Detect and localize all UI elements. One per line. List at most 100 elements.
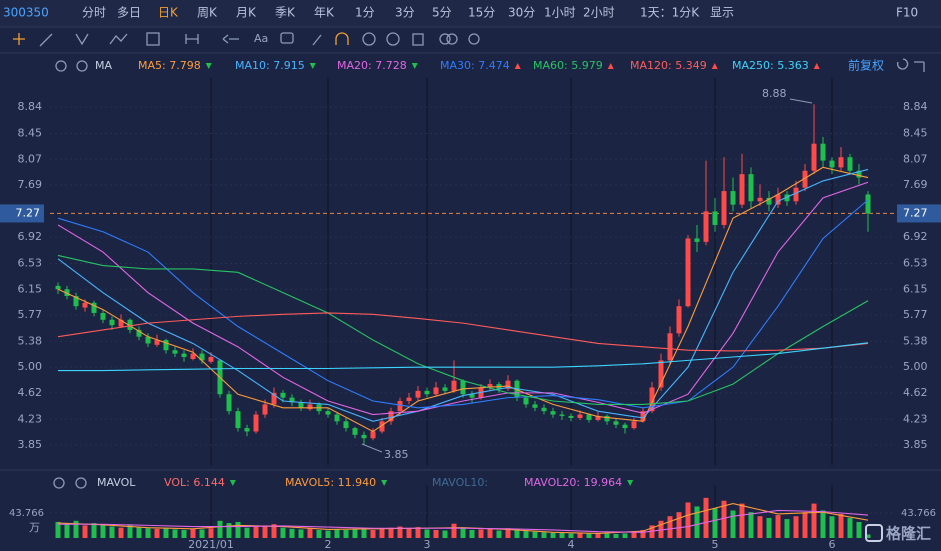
x-tick-label: 6 <box>829 538 836 551</box>
range-icon[interactable] <box>185 34 199 44</box>
toolbar-item[interactable]: 年K <box>314 6 335 20</box>
volume-bar <box>325 530 331 538</box>
toolbar-item[interactable]: 3分 <box>395 6 415 20</box>
candle-body <box>757 197 763 202</box>
note-icon[interactable] <box>280 32 294 44</box>
volume-bar <box>91 523 97 538</box>
volume-bar <box>577 532 583 538</box>
vol-eye-icon[interactable] <box>75 477 87 489</box>
y-tick-label: 4.62 <box>18 386 43 399</box>
legend-entry: MA20: 7.728 <box>337 59 407 72</box>
candle-body <box>559 414 565 416</box>
y-tick-label: 8.45 <box>18 127 43 140</box>
volume-bar <box>406 528 412 538</box>
toolbar-item[interactable]: 显示 <box>710 6 734 20</box>
volume-bar <box>424 529 430 538</box>
volume-bar <box>100 524 106 538</box>
ma-line <box>57 503 869 534</box>
candle-body <box>64 289 70 297</box>
toolbar-item[interactable]: 1分 <box>355 6 375 20</box>
volume-bar <box>694 506 700 538</box>
fib-icon[interactable] <box>146 32 160 46</box>
y-tick-label: 3.85 <box>18 438 43 451</box>
toolbar-item[interactable]: 5分 <box>432 6 452 20</box>
x-tick-label: 5 <box>712 538 719 551</box>
trash-icon[interactable] <box>412 33 424 46</box>
current-price-label: 7.27 <box>903 206 928 219</box>
volume-bar <box>703 497 709 538</box>
channel-icon[interactable] <box>75 33 89 46</box>
lock-icon[interactable] <box>362 32 376 46</box>
volume-bar <box>208 528 214 538</box>
volume-bar <box>244 527 250 538</box>
toolbar-item[interactable]: 1小时 <box>544 6 576 20</box>
volume-bar <box>316 529 322 538</box>
candle-body <box>523 397 529 405</box>
text-tool[interactable]: Aa <box>254 32 268 45</box>
candle-body <box>622 424 628 429</box>
volume-bar <box>838 513 844 538</box>
pen-icon[interactable] <box>312 34 322 46</box>
candle-body <box>82 302 88 308</box>
volume-bar <box>550 532 556 538</box>
volume-bar <box>802 512 808 538</box>
candle-body <box>685 238 691 307</box>
ma-line <box>57 254 869 405</box>
candle-body <box>271 392 277 405</box>
candle-body <box>307 404 313 410</box>
annotation-leader <box>789 98 813 104</box>
svg-text:格隆汇: 格隆汇 <box>886 525 931 543</box>
legend-entry: MA5: 7.798 <box>138 59 201 72</box>
y-tick-label: 43.766 <box>9 508 44 519</box>
toolbar-item[interactable]: 分时 <box>82 6 106 20</box>
adjust-label[interactable]: 前复权 <box>848 58 884 73</box>
indicator-name: MAVOL <box>97 476 136 489</box>
toolbar-item[interactable]: 300350 <box>3 6 49 20</box>
candle-body <box>469 394 475 398</box>
candle-body <box>838 157 844 168</box>
toolbar-item[interactable]: 2小时 <box>583 6 615 20</box>
toolbar-item[interactable]: 30分 <box>508 6 535 20</box>
cross-icon[interactable] <box>13 33 25 45</box>
reset-icons[interactable] <box>896 58 925 72</box>
candle-body <box>226 394 232 412</box>
toolbar-item[interactable]: F10 <box>896 6 918 20</box>
volume-bar <box>73 520 79 538</box>
volume-bar <box>190 528 196 538</box>
y-tick-label: 6.53 <box>18 257 43 270</box>
link-icon[interactable] <box>439 33 451 45</box>
magnet-icon[interactable] <box>335 32 349 45</box>
volume-bar <box>136 527 142 538</box>
volume-bar <box>622 533 628 538</box>
ma-eye-icon[interactable] <box>76 60 88 72</box>
volume-bar <box>514 529 520 538</box>
volume-bar <box>361 527 367 538</box>
toolbar-item[interactable]: 日K <box>158 6 179 20</box>
toolbar-item[interactable]: 多日 <box>117 6 141 20</box>
volume-bar <box>820 510 826 538</box>
volume-bar <box>586 533 592 538</box>
annotation: 8.88 <box>762 87 787 100</box>
volume-bar <box>217 520 223 538</box>
ma-line <box>58 509 869 533</box>
volume-bar <box>532 531 538 538</box>
wave-icon[interactable] <box>109 33 128 45</box>
toolbar-item[interactable]: 月K <box>236 6 257 20</box>
ma-settings-icon[interactable] <box>55 60 67 72</box>
vol-settings-icon[interactable] <box>53 477 65 489</box>
candle-body <box>613 421 619 425</box>
line-icon[interactable] <box>39 33 53 47</box>
hide-icon[interactable] <box>386 32 400 46</box>
toolbar-item[interactable]: 季K <box>275 6 296 20</box>
legend-entry: MA120: 5.349 <box>630 59 707 72</box>
y-tick-label-right: 8.07 <box>903 152 928 165</box>
toolbar-item[interactable]: 周K <box>197 6 218 20</box>
volume-bar <box>343 529 349 538</box>
settings-icon[interactable] <box>468 33 480 45</box>
toolbar-item[interactable]: 15分 <box>468 6 495 20</box>
volume-bar <box>559 532 565 538</box>
volume-bar <box>118 527 124 538</box>
toolbar-item[interactable]: 1天：1分K <box>640 6 700 20</box>
arrow-icon[interactable] <box>222 34 239 44</box>
legend-entry: MA60: 5.979 <box>533 59 603 72</box>
